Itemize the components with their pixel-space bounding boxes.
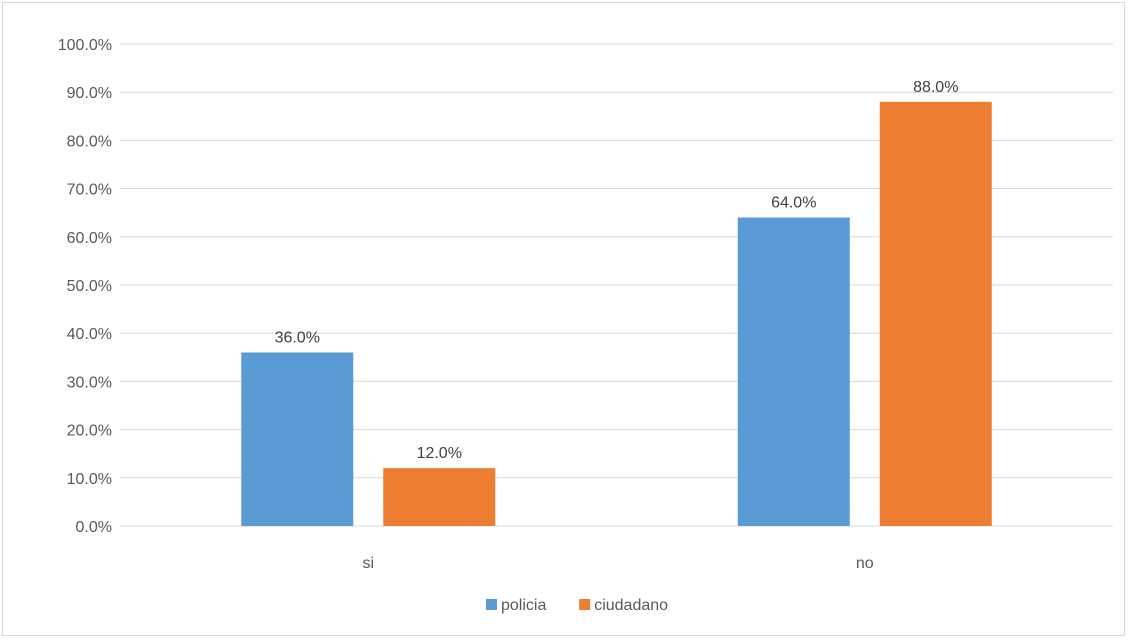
y-axis-tick-labels: 0.0% 10.0% 20.0% 30.0% 40.0% 50.0% 60.0% 70.0% 8… (58, 37, 112, 536)
bar-ciudadano-si (383, 468, 496, 526)
bars (241, 101, 992, 526)
legend-swatch-ciudadano (579, 599, 591, 610)
y-tick-label: 0.0% (76, 519, 112, 536)
y-tick-label: 80.0% (67, 133, 112, 150)
x-axis-category-labels: si no (362, 555, 873, 572)
y-tick-label: 100.0% (58, 37, 112, 54)
data-label-ciudadano-si: 12.0% (417, 445, 462, 462)
bar-policia-no (737, 217, 850, 526)
y-tick-label: 90.0% (67, 85, 112, 102)
y-tick-label: 20.0% (67, 423, 112, 440)
category-label-si: si (362, 555, 374, 572)
data-labels: 36.0% 12.0% 64.0% 88.0% (275, 79, 959, 462)
category-label-no: no (856, 555, 874, 572)
y-tick-label: 60.0% (67, 230, 112, 247)
legend-label-policia: policia (501, 597, 546, 614)
y-tick-label: 40.0% (67, 326, 112, 343)
data-label-policia-no: 64.0% (771, 195, 816, 212)
y-tick-label: 30.0% (67, 374, 112, 391)
legend-swatch-policia (486, 599, 497, 610)
bar-policia-si (241, 352, 354, 526)
legend-label-ciudadano: ciudadano (594, 597, 668, 614)
y-tick-label: 70.0% (67, 182, 112, 199)
data-label-policia-si: 36.0% (275, 329, 320, 346)
data-label-ciudadano-no: 88.0% (913, 79, 958, 96)
legend: policia ciudadano (486, 597, 668, 614)
y-tick-label: 10.0% (67, 471, 112, 488)
bar-ciudadano-no (879, 101, 992, 526)
y-tick-label: 50.0% (67, 278, 112, 295)
